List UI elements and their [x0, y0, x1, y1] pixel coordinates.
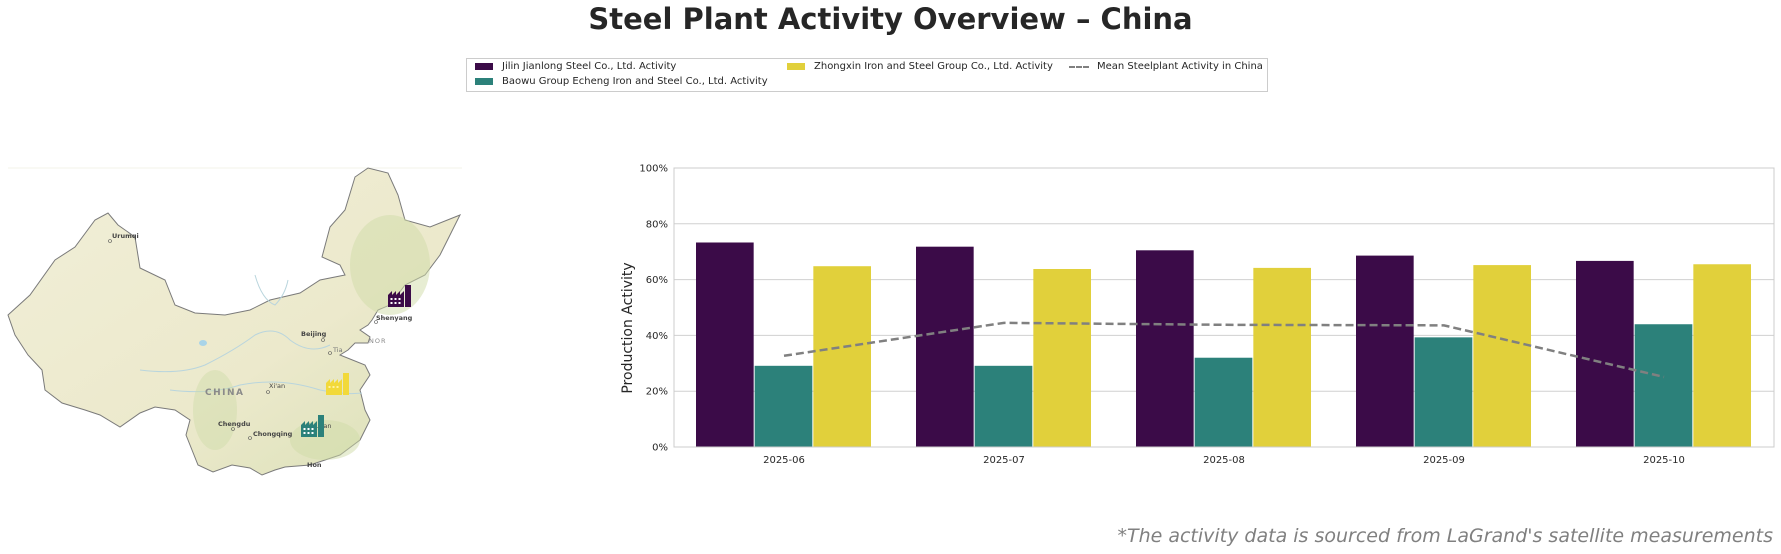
- page-title: Steel Plant Activity Overview – China: [588, 2, 1193, 36]
- bar-2025-07-series-0: [916, 246, 974, 447]
- bar-2025-06-series-1: [754, 365, 813, 447]
- legend-label: Zhongxin Iron and Steel Group Co., Ltd. …: [814, 61, 1053, 72]
- bar-2025-06-series-2: [813, 266, 871, 447]
- bar-2025-09-series-1: [1414, 337, 1473, 447]
- y-tick-label: 0%: [652, 443, 668, 454]
- city-label-beijing: Beijing: [301, 330, 327, 338]
- bar-2025-10-series-2: [1693, 264, 1751, 447]
- y-tick-label: 20%: [646, 387, 668, 398]
- city-label-chengdu: Chengdu: [218, 420, 251, 428]
- bar-2025-07-series-2: [1033, 268, 1091, 447]
- x-tick-label: 2025-08: [1203, 455, 1245, 466]
- city-dot: [108, 239, 112, 243]
- bar-2025-09-series-0: [1356, 255, 1414, 447]
- legend-label: Baowu Group Echeng Iron and Steel Co., L…: [502, 76, 768, 87]
- legend-item-jilin: Jilin Jianlong Steel Co., Ltd. Activity: [475, 61, 676, 72]
- factory-icon[interactable]: [388, 285, 411, 307]
- legend-label: Jilin Jianlong Steel Co., Ltd. Activity: [502, 61, 677, 72]
- city-label-shenyang: Shenyang: [376, 314, 413, 322]
- legend-item-mean: Mean Steelplant Activity in China: [1069, 61, 1263, 72]
- factory-icon[interactable]: [301, 415, 324, 437]
- city-label-xian: Xi'an: [269, 382, 285, 390]
- river: [254, 274, 289, 306]
- city-dot: [374, 320, 378, 324]
- forest-region: [193, 370, 237, 450]
- bars-layer: [696, 242, 1751, 447]
- bar-2025-09-series-2: [1473, 265, 1531, 447]
- x-tick-label: 2025-10: [1643, 455, 1685, 466]
- country-label-china: CHINA: [205, 388, 244, 398]
- bar-2025-10-series-1: [1634, 324, 1693, 447]
- factory-icon[interactable]: [326, 373, 349, 395]
- city-label-chongqing: Chongqing: [253, 430, 293, 438]
- chart-svg: 0% 20% 40% 60% 80% 100% 2025-06 2025-07 2025-08 2…: [620, 164, 1775, 466]
- y-tick-label: 60%: [646, 275, 668, 286]
- y-tick-label: 40%: [646, 331, 668, 342]
- legend-dash-mean: [1069, 65, 1089, 68]
- legend-swatch-zhongxin: [787, 63, 805, 70]
- bar-2025-08-series-0: [1136, 250, 1194, 447]
- city-dot: [321, 338, 325, 342]
- city-label-urumqi: Urumqi: [112, 232, 139, 240]
- plot-frame: [673, 167, 1775, 448]
- y-tick-label: 80%: [646, 219, 668, 230]
- city-dot: [231, 427, 235, 431]
- y-axis-label: Production Activity: [620, 262, 636, 393]
- bar-2025-08-series-1: [1194, 357, 1253, 447]
- x-tick-label: 2025-09: [1423, 455, 1465, 466]
- bar-2025-07-series-1: [974, 365, 1033, 447]
- bar-chart: 0% 20% 40% 60% 80% 100% 2025-06 2025-07 2025-08 2…: [600, 160, 1781, 500]
- region-label-north-korea: NOR: [369, 337, 387, 345]
- map-svg: Urumqi Beijing Shenyang Xi'an Chengdu Ch…: [7, 167, 462, 476]
- china-map: Urumqi Beijing Shenyang Xi'an Chengdu Ch…: [0, 165, 470, 490]
- legend-swatch-jilin: [475, 63, 493, 70]
- x-tick-label: 2025-07: [983, 455, 1025, 466]
- axis-layer: 0% 20% 40% 60% 80% 100% 2025-06 2025-07 2025-08 2…: [639, 164, 1775, 466]
- legend-swatch-baowu: [475, 78, 493, 85]
- legend-item-baowu: Baowu Group Echeng Iron and Steel Co., L…: [475, 76, 768, 87]
- city-label-hongkong: Hon: [307, 461, 322, 469]
- lake: [199, 340, 207, 346]
- footnote: *The activity data is sourced from LaGra…: [1117, 525, 1773, 547]
- bar-2025-10-series-0: [1576, 260, 1634, 447]
- city-dot: [248, 436, 252, 440]
- bar-2025-08-series-2: [1253, 267, 1311, 447]
- legend-label: Mean Steelplant Activity in China: [1097, 61, 1263, 72]
- city-dot: [266, 390, 270, 394]
- mean-activity-line: [783, 321, 1665, 379]
- river: [139, 330, 331, 373]
- bar-2025-06-series-0: [696, 242, 754, 447]
- city-label-tianjin: Tia: [332, 346, 343, 354]
- line-layer: [783, 321, 1665, 379]
- legend-item-zhongxin: Zhongxin Iron and Steel Group Co., Ltd. …: [787, 61, 1053, 72]
- x-tick-label: 2025-06: [763, 455, 805, 466]
- chart-legend: Jilin Jianlong Steel Co., Ltd. Activity …: [466, 58, 1268, 92]
- city-dot: [328, 351, 332, 355]
- china-outline: [7, 167, 462, 476]
- y-tick-label: 100%: [639, 164, 668, 175]
